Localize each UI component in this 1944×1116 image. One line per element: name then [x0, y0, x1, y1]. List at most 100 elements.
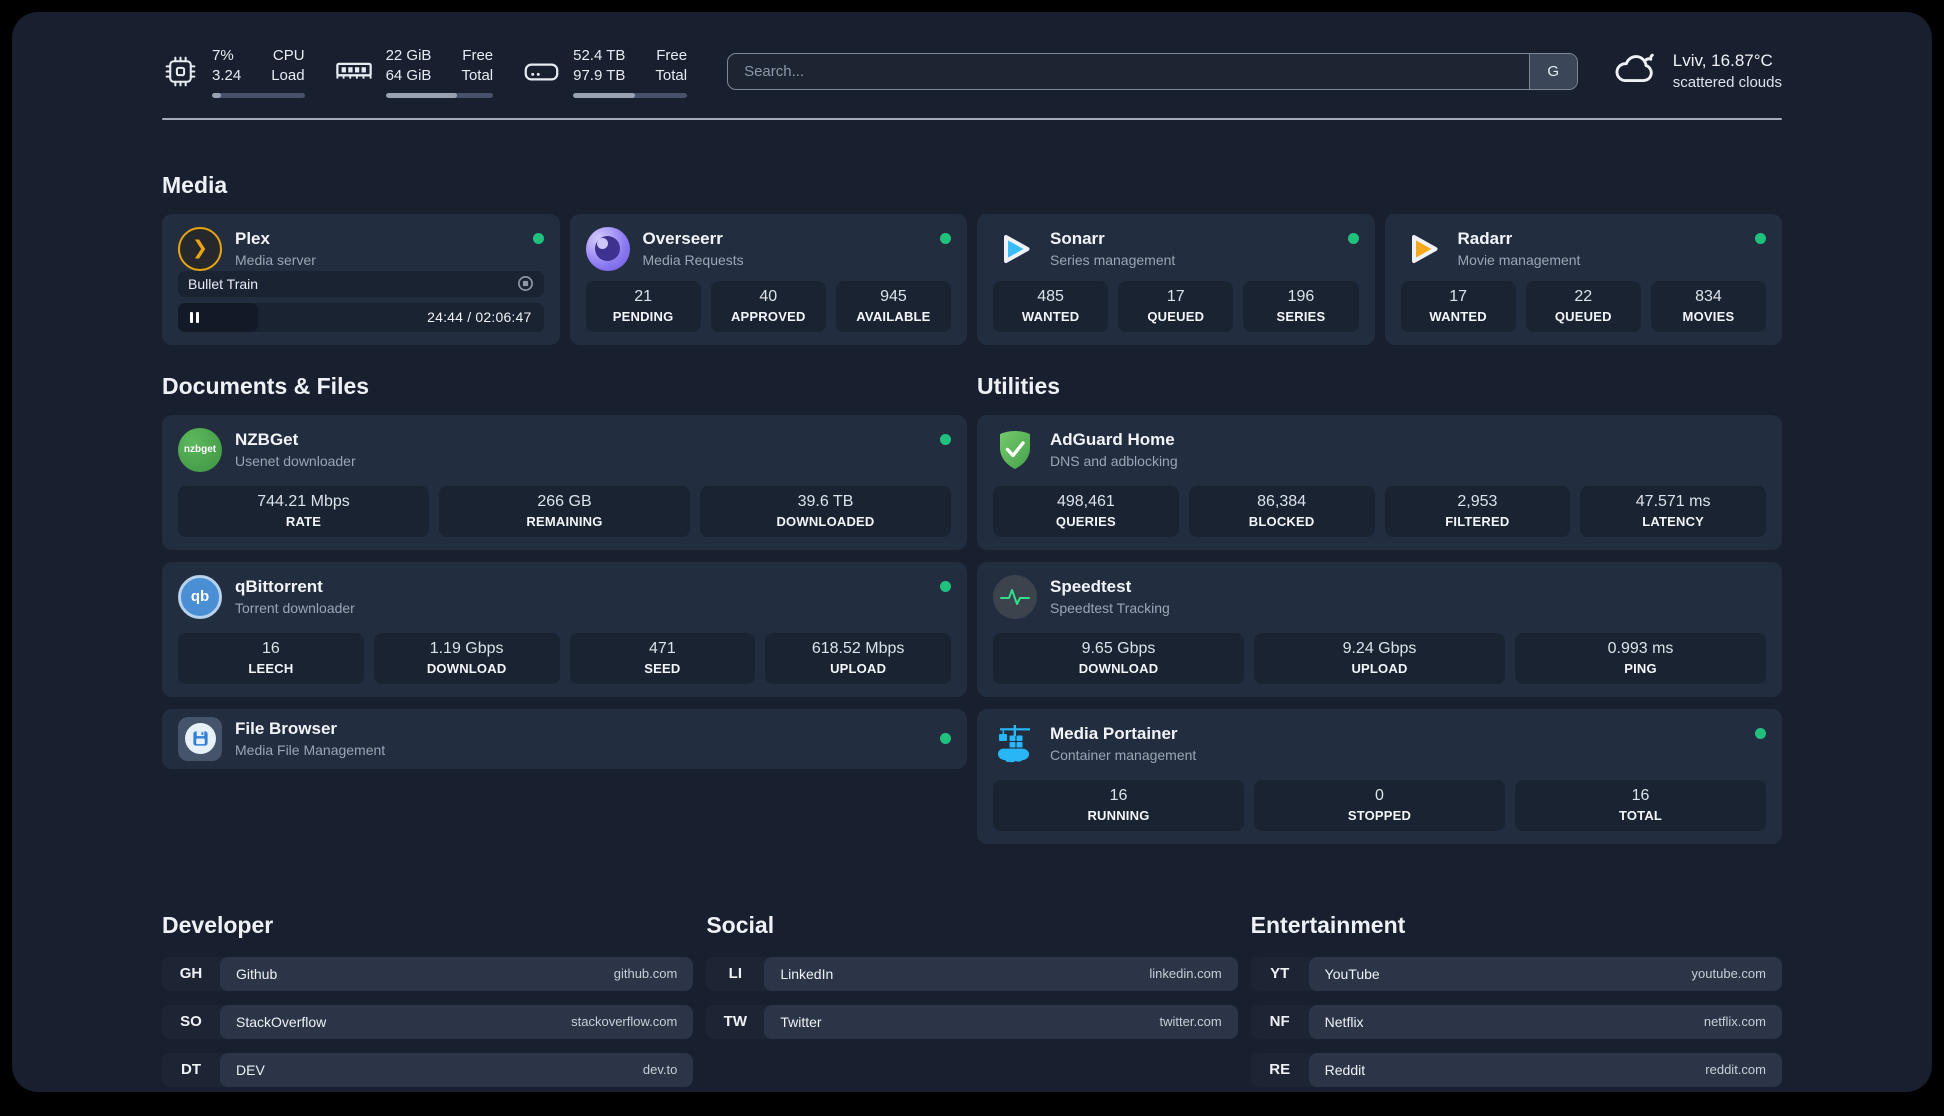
- app-card-adguard[interactable]: AdGuard Home DNS and adblocking 498,461 …: [977, 414, 1782, 550]
- disk-total-label: Total: [655, 67, 688, 85]
- section-documents: Documents & Files nzbget NZBGet Usenet d…: [162, 373, 967, 856]
- app-name: Sonarr: [1050, 229, 1105, 248]
- bookmark-abbr: DT: [181, 1061, 201, 1078]
- stat-latency: 47.571 ms LATENCY: [1580, 485, 1766, 537]
- bookmark-name: YouTube: [1324, 965, 1380, 982]
- app-desc: Media Requests: [642, 252, 744, 268]
- stat-remaining: 266 GB REMAINING: [439, 485, 690, 537]
- app-name: Overseerr: [642, 229, 723, 248]
- bookmark-url: twitter.com: [1159, 1014, 1222, 1029]
- bookmark-url: reddit.com: [1705, 1062, 1766, 1077]
- ram-free-value: 22 GiB: [385, 47, 432, 64]
- bookmark-netflix[interactable]: NF Netflix netflix.com: [1250, 1004, 1782, 1039]
- bookmark-abbr: YT: [1270, 965, 1290, 982]
- sonarr-icon: [993, 227, 1037, 271]
- stat-wanted: 485 WANTED: [993, 280, 1109, 332]
- cpu-load-value: 3.24: [212, 67, 242, 85]
- nzbget-icon: nzbget: [178, 427, 222, 472]
- search-engine-button[interactable]: G: [1528, 54, 1577, 90]
- app-card-qbittorrent[interactable]: qb qBittorrent Torrent downloader 16 LEE…: [162, 561, 967, 697]
- app-name: File Browser: [235, 719, 338, 738]
- status-dot-online: [532, 232, 544, 244]
- stat-upload: 618.52 Mbps UPLOAD: [765, 632, 951, 684]
- stop-icon[interactable]: [517, 275, 534, 292]
- bookmark-abbr: LI: [728, 965, 742, 982]
- status-dot-online: [940, 733, 951, 744]
- bookmark-name: Netflix: [1324, 1013, 1364, 1030]
- stat-downloaded: 39.6 TB DOWNLOADED: [700, 485, 951, 537]
- bookmark-reddit[interactable]: RE Reddit reddit.com: [1250, 1052, 1782, 1087]
- system-metrics: 7% 3.24 CPU Load: [162, 46, 688, 98]
- bookmark-dev[interactable]: DT DEV dev.to: [162, 1052, 694, 1087]
- app-name: NZBGet: [235, 430, 299, 449]
- pause-button[interactable]: [190, 311, 199, 323]
- bookmark-abbr: SO: [180, 1013, 202, 1030]
- section-title-entertainment: Entertainment: [1250, 911, 1406, 938]
- top-bar: 7% 3.24 CPU Load: [162, 46, 1782, 98]
- bookmark-abbr: NF: [1269, 1013, 1290, 1030]
- bookmark-url: github.com: [613, 966, 678, 981]
- metric-memory: 22 GiB 64 GiB Free Total: [335, 46, 494, 98]
- bookmark-name: DEV: [236, 1061, 265, 1078]
- app-card-speedtest[interactable]: Speedtest Speedtest Tracking 9.65 Gbps D…: [977, 561, 1782, 697]
- section-media: Media ❯ Plex Media server Bullet Train: [162, 172, 1782, 345]
- disk-progress-bar: [573, 92, 688, 98]
- app-card-sonarr[interactable]: Sonarr Series management 485 WANTED 17 Q…: [977, 213, 1375, 345]
- now-playing-title: Bullet Train: [188, 275, 259, 292]
- status-dot-online: [940, 433, 951, 445]
- app-name: qBittorrent: [235, 577, 323, 596]
- section-entertainment: Entertainment YT YouTube youtube.com NF …: [1250, 911, 1782, 1093]
- header-divider: [162, 117, 1782, 120]
- app-card-plex[interactable]: ❯ Plex Media server Bullet Train: [162, 213, 560, 345]
- bookmark-youtube[interactable]: YT YouTube youtube.com: [1250, 956, 1782, 991]
- section-title-developer: Developer: [162, 911, 274, 938]
- bookmark-twitter[interactable]: TW Twitter twitter.com: [706, 1004, 1238, 1039]
- app-name: Radarr: [1457, 229, 1513, 248]
- app-card-filebrowser[interactable]: File Browser Media File Management: [162, 708, 967, 769]
- ram-icon: [335, 53, 373, 90]
- status-dot-online: [1755, 232, 1766, 244]
- bookmark-linkedin[interactable]: LI LinkedIn linkedin.com: [706, 956, 1238, 991]
- stat-blocked: 86,384 BLOCKED: [1188, 485, 1375, 537]
- cpu-progress-bar: [212, 92, 305, 98]
- bookmark-stackoverflow[interactable]: SO StackOverflow stackoverflow.com: [162, 1004, 694, 1039]
- bookmark-github[interactable]: GH Github github.com: [162, 956, 694, 991]
- app-card-nzbget[interactable]: nzbget NZBGet Usenet downloader 744.21 M…: [162, 414, 967, 550]
- app-desc: Movie management: [1457, 252, 1581, 268]
- filebrowser-icon: [178, 716, 222, 761]
- bookmark-url: linkedin.com: [1149, 966, 1222, 981]
- disk-free-label: Free: [656, 47, 688, 64]
- bookmark-abbr: RE: [1269, 1061, 1291, 1078]
- bookmark-url: dev.to: [642, 1062, 678, 1077]
- app-desc: Media server: [235, 252, 316, 268]
- stat-series: 196 SERIES: [1243, 280, 1359, 332]
- ram-free-label: Free: [462, 47, 494, 64]
- bookmark-url: stackoverflow.com: [571, 1014, 678, 1029]
- stat-upload: 9.24 Gbps UPLOAD: [1254, 632, 1505, 684]
- app-desc: Speedtest Tracking: [1050, 600, 1170, 616]
- stat-ping: 0.993 ms PING: [1515, 632, 1766, 684]
- cpu-usage-value: 7%: [212, 47, 234, 64]
- bookmark-url: youtube.com: [1691, 966, 1766, 981]
- app-desc: Media File Management: [235, 742, 386, 758]
- playback-bar: 24:44 / 02:06:47: [178, 302, 544, 332]
- overseerr-icon: [585, 226, 630, 271]
- stat-pending: 21 PENDING: [585, 280, 701, 332]
- dashboard: 7% 3.24 CPU Load: [12, 12, 1932, 1092]
- playback-time: 24:44 / 02:06:47: [427, 309, 532, 326]
- cpu-icon: [162, 53, 199, 90]
- stat-download: 9.65 Gbps DOWNLOAD: [993, 632, 1244, 684]
- section-utilities: Utilities: [977, 373, 1782, 856]
- app-card-radarr[interactable]: Radarr Movie management 17 WANTED 22 QUE…: [1384, 213, 1782, 345]
- app-card-portainer[interactable]: Media Portainer Container management 16 …: [977, 708, 1782, 844]
- search-input[interactable]: [728, 54, 1529, 90]
- bookmark-abbr: GH: [179, 965, 203, 982]
- stat-approved: 40 APPROVED: [710, 280, 826, 332]
- app-card-overseerr[interactable]: Overseerr Media Requests 21 PENDING 40 A…: [569, 213, 967, 345]
- app-name: Plex: [235, 229, 270, 248]
- stat-download: 1.19 Gbps DOWNLOAD: [373, 632, 560, 684]
- disk-icon: [523, 55, 560, 89]
- bookmark-name: Reddit: [1324, 1061, 1366, 1078]
- ram-progress-bar: [385, 92, 494, 98]
- adguard-icon: [993, 428, 1037, 472]
